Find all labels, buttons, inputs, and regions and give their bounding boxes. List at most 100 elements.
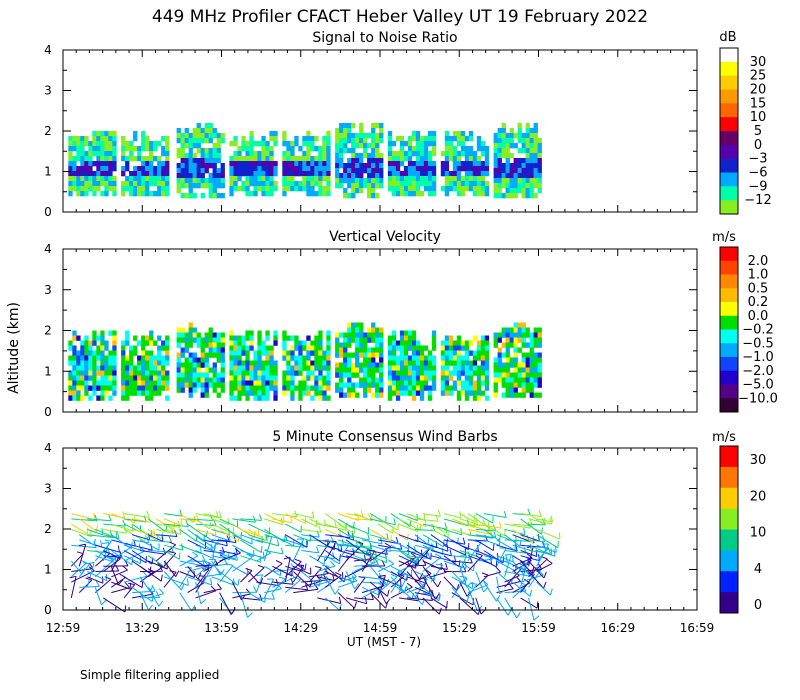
heatmap-cell xyxy=(88,340,93,346)
heatmap-cell xyxy=(196,178,201,184)
heatmap-cell xyxy=(387,360,393,366)
heatmap-cell xyxy=(80,370,85,376)
heatmap-cell xyxy=(208,347,213,353)
heatmap-cell xyxy=(431,146,437,152)
heatmap-cell xyxy=(92,191,97,197)
wind-barb xyxy=(475,555,497,568)
heatmap-cell xyxy=(84,176,89,182)
wind-barb xyxy=(103,528,127,534)
heatmap-cell xyxy=(310,141,315,147)
wind-barb xyxy=(139,565,162,582)
heatmap-cell xyxy=(253,385,258,391)
heatmap-cell xyxy=(407,176,413,182)
heatmap-cell xyxy=(265,176,270,182)
wind-barb-flag xyxy=(422,559,427,566)
wind-barb xyxy=(187,518,213,521)
heatmap-cell xyxy=(351,382,356,388)
heatmap-cell xyxy=(456,141,462,147)
heatmap-cell xyxy=(241,350,246,356)
heatmap-cell xyxy=(165,136,170,142)
heatmap-cell xyxy=(306,191,311,197)
heatmap-cell xyxy=(245,156,250,162)
wind-barb xyxy=(496,539,516,551)
heatmap-cell xyxy=(351,173,356,179)
wind-barb xyxy=(362,581,386,584)
heatmap-cell xyxy=(464,350,470,356)
heatmap-cell xyxy=(343,342,348,348)
heatmap-cell xyxy=(460,355,466,361)
heatmap-cell xyxy=(326,330,331,336)
heatmap-cell xyxy=(476,191,482,197)
heatmap-cell xyxy=(448,340,454,346)
wind-barb xyxy=(528,568,543,588)
heatmap-cell xyxy=(517,322,522,328)
heatmap-cell xyxy=(245,355,250,361)
heatmap-cell xyxy=(399,355,405,361)
heatmap-cell xyxy=(269,350,274,356)
heatmap-cell xyxy=(306,131,311,137)
heatmap-cell xyxy=(273,330,278,336)
heatmap-cell xyxy=(282,330,287,336)
heatmap-cell xyxy=(76,146,81,152)
wind-barb xyxy=(179,528,197,542)
heatmap-cell xyxy=(302,355,307,361)
heatmap-cell xyxy=(208,327,213,333)
wind-barb-flag xyxy=(157,562,164,568)
heatmap-cell xyxy=(265,151,270,157)
wind-barb-flag xyxy=(221,546,225,554)
colorbar-label: 0.5 xyxy=(748,281,769,296)
wind-barb-flag xyxy=(533,615,540,621)
heatmap-cell xyxy=(525,138,530,144)
heatmap-cell xyxy=(176,352,181,358)
heatmap-cell xyxy=(68,146,73,152)
heatmap-cell xyxy=(216,392,221,398)
heatmap-cell xyxy=(165,146,170,152)
heatmap-cell xyxy=(335,352,340,358)
heatmap-cell xyxy=(208,193,213,199)
wind-barb xyxy=(443,534,458,545)
heatmap-cell xyxy=(306,335,311,341)
heatmap-cell xyxy=(108,395,113,401)
heatmap-cell xyxy=(176,357,181,363)
heatmap-cell xyxy=(351,153,356,159)
heatmap-cell xyxy=(533,183,538,189)
heatmap-cell xyxy=(395,365,401,371)
heatmap-cell xyxy=(367,387,372,393)
heatmap-cell xyxy=(537,143,542,149)
heatmap-cell xyxy=(286,186,291,192)
heatmap-cell xyxy=(427,161,433,167)
heatmap-cell xyxy=(188,322,193,328)
heatmap-cell xyxy=(480,360,486,366)
heatmap-cell xyxy=(468,375,474,381)
heatmap-cell xyxy=(149,355,154,361)
wind-barb-flag xyxy=(90,530,92,537)
heatmap-cell xyxy=(253,350,258,356)
wind-barb-flag xyxy=(503,510,507,518)
heatmap-cell xyxy=(444,360,450,366)
heatmap-cell xyxy=(204,168,209,174)
heatmap-cell xyxy=(484,171,490,177)
heatmap-cell xyxy=(335,128,340,134)
heatmap-cell xyxy=(525,377,530,383)
heatmap-cell xyxy=(192,357,197,363)
heatmap-cell xyxy=(273,360,278,366)
wind-barb xyxy=(94,578,112,593)
heatmap-cell xyxy=(165,166,170,172)
wind-barb xyxy=(195,569,210,588)
heatmap-cell xyxy=(314,191,319,197)
heatmap-cell xyxy=(343,168,348,174)
heatmap-cell xyxy=(509,392,514,398)
heatmap-cell xyxy=(290,365,295,371)
wind-barb xyxy=(132,539,149,544)
heatmap-cell xyxy=(456,335,462,341)
heatmap-cell xyxy=(72,330,77,336)
heatmap-cell xyxy=(241,186,246,192)
colorbar-label: 10 xyxy=(750,526,767,541)
heatmap-cell xyxy=(537,168,542,174)
heatmap-cell xyxy=(411,365,417,371)
heatmap-cell xyxy=(229,166,234,172)
heatmap-cell xyxy=(335,342,340,348)
heatmap-cell xyxy=(112,186,117,192)
heatmap-cell xyxy=(497,357,502,363)
heatmap-cell xyxy=(391,161,397,167)
